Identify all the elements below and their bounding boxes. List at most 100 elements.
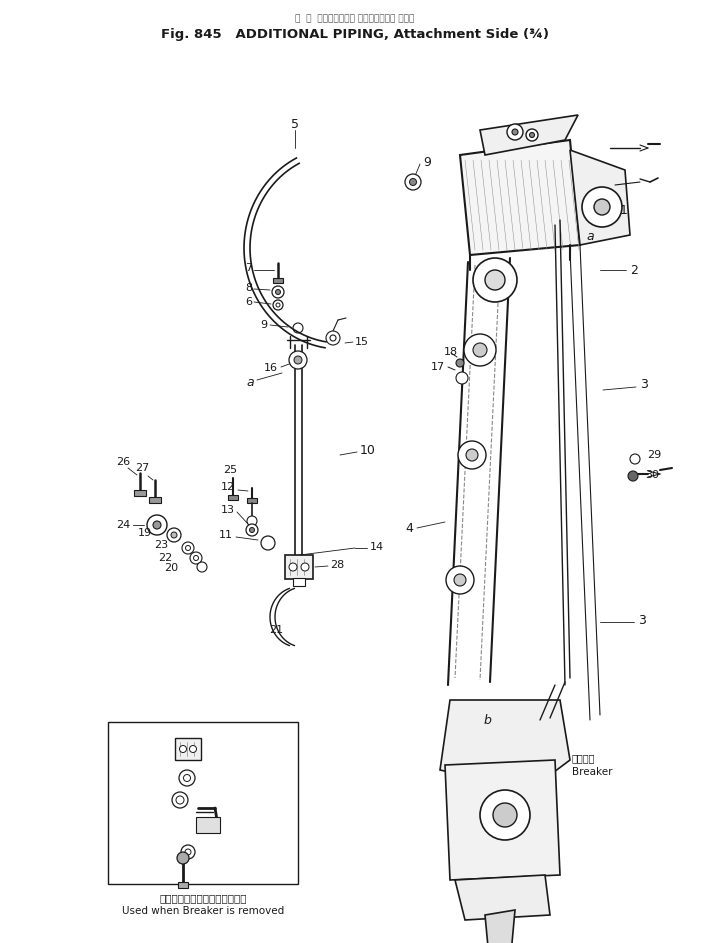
Text: 1: 1 (620, 204, 628, 217)
Circle shape (289, 563, 297, 571)
Circle shape (594, 199, 610, 215)
Circle shape (480, 790, 530, 840)
Circle shape (530, 133, 535, 138)
Circle shape (167, 528, 181, 542)
Circle shape (273, 300, 283, 310)
Text: Used when Breaker is removed: Used when Breaker is removed (122, 906, 284, 916)
Circle shape (179, 746, 186, 753)
Text: ブレーカ: ブレーカ (572, 753, 596, 763)
Text: a: a (246, 375, 254, 389)
Text: 3: 3 (638, 614, 646, 626)
Circle shape (464, 334, 496, 366)
Polygon shape (570, 150, 630, 245)
Circle shape (177, 852, 189, 864)
Text: 16: 16 (264, 363, 278, 373)
Text: 22: 22 (158, 553, 172, 563)
Text: 3: 3 (640, 378, 648, 391)
Circle shape (246, 524, 258, 536)
Text: 図  葛  パワーショベル アタッチメント サイド: 図 葛 パワーショベル アタッチメント サイド (295, 14, 415, 23)
Circle shape (473, 258, 517, 302)
Text: 17: 17 (431, 362, 445, 372)
Text: Breaker: Breaker (572, 767, 612, 777)
Circle shape (261, 536, 275, 550)
Text: 33: 33 (136, 773, 150, 783)
Text: 11: 11 (219, 530, 233, 540)
Circle shape (630, 454, 640, 464)
Circle shape (456, 359, 464, 367)
Text: 9: 9 (260, 320, 267, 330)
Text: Fig. 845   ADDITIONAL PIPING, Attachment Side (¾): Fig. 845 ADDITIONAL PIPING, Attachment S… (161, 28, 549, 41)
Bar (196, 817, 220, 833)
Bar (134, 490, 146, 496)
Text: 29: 29 (647, 450, 661, 460)
Circle shape (458, 441, 486, 469)
Bar (285, 555, 313, 579)
Circle shape (147, 515, 167, 535)
Text: 20: 20 (164, 563, 178, 573)
Text: 10: 10 (360, 443, 376, 456)
Text: 2: 2 (630, 263, 638, 276)
Text: a: a (586, 230, 594, 243)
Text: 34: 34 (245, 863, 259, 873)
Circle shape (153, 521, 161, 529)
Text: 14: 14 (370, 542, 384, 552)
Circle shape (507, 124, 523, 140)
Text: 7: 7 (245, 263, 252, 273)
Circle shape (247, 516, 257, 526)
Text: 26: 26 (116, 457, 130, 467)
Circle shape (190, 746, 196, 753)
Bar (293, 578, 305, 586)
Text: 32: 32 (245, 810, 259, 820)
Circle shape (197, 562, 207, 572)
Polygon shape (455, 875, 550, 920)
Polygon shape (485, 910, 515, 943)
Circle shape (190, 552, 202, 564)
Polygon shape (460, 140, 580, 255)
Circle shape (485, 270, 505, 290)
Circle shape (293, 323, 303, 333)
Circle shape (456, 372, 468, 384)
Circle shape (405, 174, 421, 190)
Bar (178, 882, 188, 888)
Text: 13: 13 (221, 505, 235, 515)
Text: 28: 28 (134, 743, 148, 753)
Circle shape (493, 803, 517, 827)
Polygon shape (480, 115, 578, 155)
Bar (149, 497, 161, 503)
Bar (273, 278, 283, 283)
Circle shape (183, 774, 191, 782)
Circle shape (454, 574, 466, 586)
Text: 8: 8 (245, 283, 252, 293)
Circle shape (294, 356, 302, 364)
Circle shape (473, 343, 487, 357)
Circle shape (250, 527, 255, 533)
Circle shape (181, 845, 195, 859)
Circle shape (628, 471, 638, 481)
Text: 21: 21 (269, 625, 283, 635)
Bar (108, 722, 298, 884)
Text: 19: 19 (138, 528, 152, 538)
Circle shape (172, 792, 188, 808)
Circle shape (171, 532, 177, 538)
Text: ブレーカ取り外し時に使用する: ブレーカ取り外し時に使用する (159, 893, 247, 903)
Text: b: b (483, 714, 491, 726)
Circle shape (512, 129, 518, 135)
Text: 4: 4 (405, 521, 413, 535)
Bar (228, 495, 238, 500)
Text: 24: 24 (116, 520, 130, 530)
Circle shape (182, 542, 194, 554)
Circle shape (446, 566, 474, 594)
Text: 25: 25 (223, 465, 237, 475)
Text: 15: 15 (355, 337, 369, 347)
Polygon shape (445, 760, 560, 880)
Text: 12: 12 (221, 482, 235, 492)
Bar (175, 738, 201, 760)
Text: 28: 28 (330, 560, 344, 570)
Circle shape (179, 770, 195, 786)
Circle shape (582, 187, 622, 227)
Circle shape (289, 351, 307, 369)
Polygon shape (440, 700, 570, 790)
Circle shape (301, 563, 309, 571)
Text: 30: 30 (645, 470, 659, 480)
Text: 5: 5 (291, 119, 299, 131)
